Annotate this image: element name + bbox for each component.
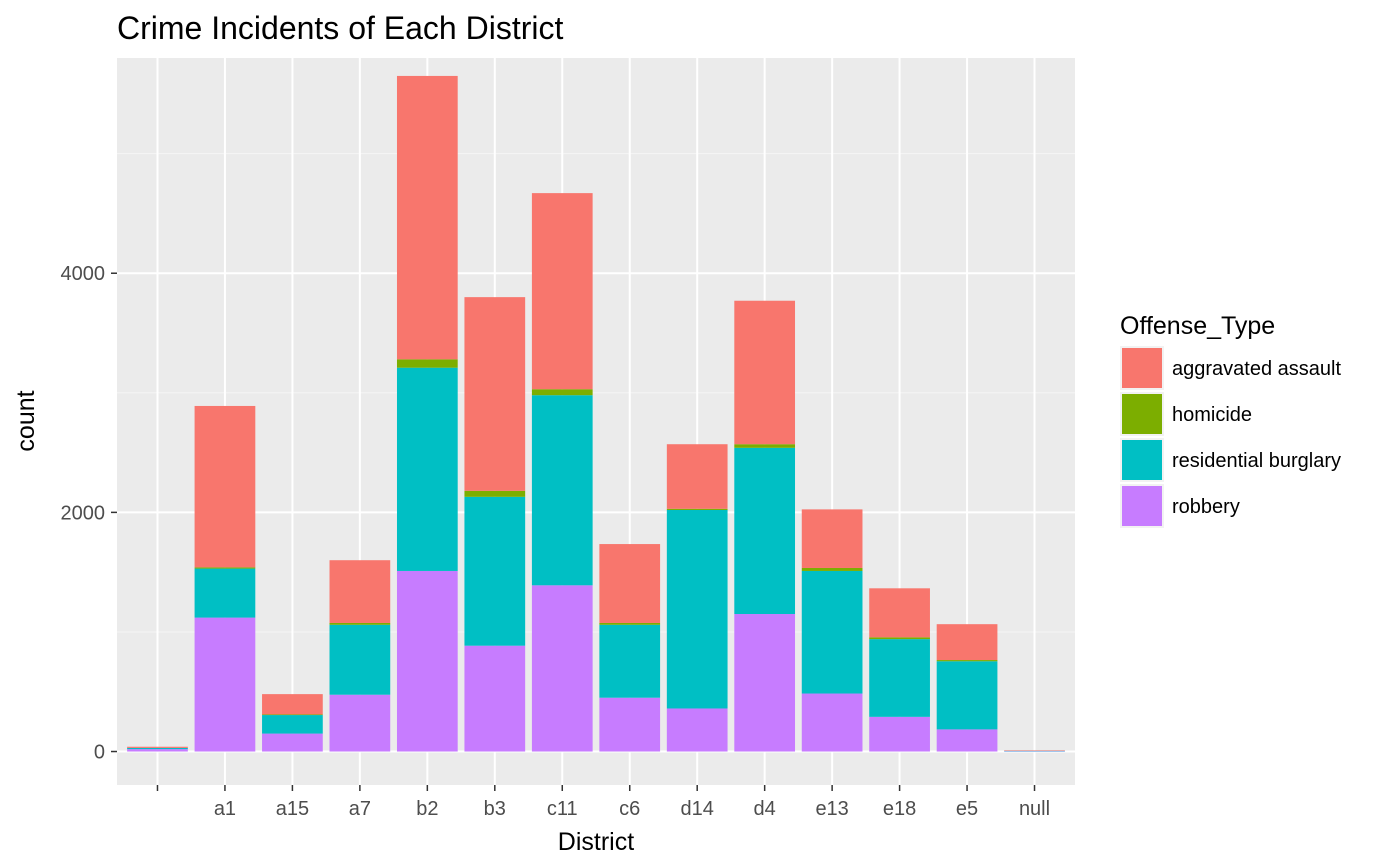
y-tick-label: 4000 [61,263,106,285]
bar-blank-robbery [127,749,188,752]
bar-c6-robbery [599,697,661,752]
bar-d14-aggravated-assault [666,444,728,509]
bar-c11-homicide [531,389,593,396]
x-tick-label: c6 [619,798,640,820]
legend-label: homicide [1172,404,1252,426]
plot-panel [117,58,1075,785]
bar-a7-aggravated-assault [329,560,391,623]
x-tick-label: b2 [416,798,438,820]
legend-key-robbery [1122,486,1162,526]
bar-a7-robbery [329,694,391,752]
bars [127,75,1065,752]
bar-d4-robbery [734,614,796,752]
bar-a15-residential-burglary [262,715,323,734]
bar-b3-aggravated-assault [464,297,526,491]
bar-e5-robbery [936,729,998,752]
legend-label: robbery [1172,496,1240,518]
bar-d4-homicide [734,444,796,448]
bar-d4-aggravated-assault [734,300,796,445]
bar-e13-aggravated-assault [801,509,863,568]
bar-e18-residential-burglary [869,639,930,717]
bar-e13-residential-burglary [801,570,863,694]
bar-e18-aggravated-assault [869,588,930,638]
bar-a1-robbery [194,617,256,752]
bar-blank-aggravated-assault [127,746,188,748]
legend: Offense_Type aggravated assault homicide r… [1120,312,1341,528]
axes: 0 2000 4000 a1 a15 a7 b2 b3 c11 c6 d14 d4 e13 e18 e5 nu… [61,263,1051,820]
bar-d4-residential-burglary [734,447,796,615]
chart-title: Crime Incidents of Each District [117,10,563,46]
bar-null-residential-burglary [1004,750,1065,752]
legend-key-residential-burglary [1122,440,1162,480]
x-tick-label: e5 [956,798,978,820]
legend-label: residential burglary [1172,450,1341,472]
x-tick-label: e18 [883,798,916,820]
y-axis-title: count [12,390,40,451]
bar-e18-homicide [869,637,930,640]
legend-key-homicide [1122,394,1162,434]
bar-a1-residential-burglary [194,568,256,618]
bar-b3-homicide [464,490,526,497]
x-tick-label: a1 [214,798,236,820]
x-tick-label: b3 [484,798,506,820]
x-axis-title: District [558,828,634,856]
y-tick-label: 0 [94,742,105,764]
bar-c11-aggravated-assault [531,193,593,390]
bar-null-aggravated-assault [1004,750,1065,751]
bar-c6-residential-burglary [599,624,661,698]
x-tick-label: null [1019,798,1050,820]
bar-b2-residential-burglary [396,367,458,571]
bar-a15-robbery [262,733,323,752]
bar-b2-aggravated-assault [396,75,458,360]
y-tick-label: 2000 [61,502,106,524]
legend-title: Offense_Type [1120,312,1275,340]
bar-a1-aggravated-assault [194,405,256,568]
bar-a7-residential-burglary [329,624,391,695]
bar-a1-homicide [194,567,256,569]
bar-b3-robbery [464,645,526,752]
x-tick-label: d4 [754,798,776,820]
bar-b3-residential-burglary [464,496,526,646]
bar-null-robbery [1004,751,1065,752]
bar-e13-robbery [801,693,863,752]
bar-c6-homicide [599,622,661,625]
legend-key-aggravated-assault [1122,348,1162,388]
bar-e5-homicide [936,660,998,662]
x-tick-label: e13 [815,798,848,820]
x-tick-label: a7 [349,798,371,820]
bar-b2-robbery [396,570,458,752]
bar-b2-homicide [396,359,458,368]
bar-a7-homicide [329,622,391,625]
bar-d14-homicide [666,508,728,510]
bar-a15-aggravated-assault [262,694,323,715]
bar-a15-homicide [262,714,323,716]
x-tick-label: a15 [276,798,309,820]
bar-d14-residential-burglary [666,509,728,709]
legend-label: aggravated assault [1172,358,1341,380]
x-tick-label: c11 [547,798,578,820]
bar-e5-residential-burglary [936,661,998,730]
bar-e5-aggravated-assault [936,624,998,661]
bar-e18-robbery [869,716,930,752]
bar-blank-residential-burglary [127,747,188,750]
bar-c11-robbery [531,585,593,752]
bar-e13-homicide [801,567,863,571]
x-tick-label: d14 [681,798,714,820]
bar-c6-aggravated-assault [599,544,661,623]
bar-d14-robbery [666,708,728,752]
bar-c11-residential-burglary [531,395,593,586]
